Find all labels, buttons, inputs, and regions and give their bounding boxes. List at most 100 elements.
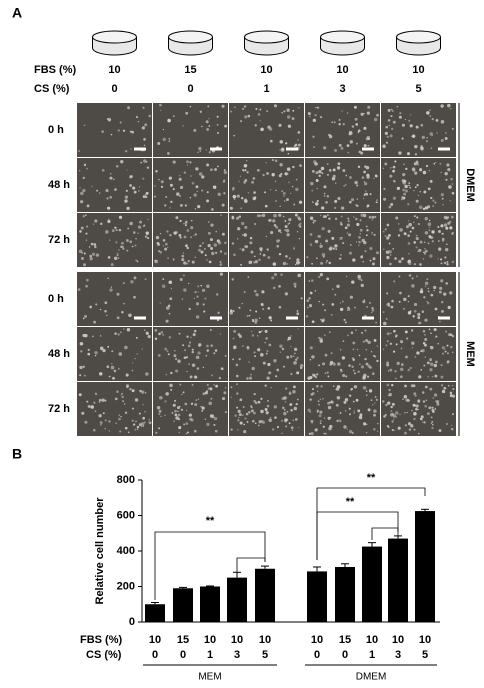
cell [208,118,210,120]
cell [186,229,190,232]
cell [409,186,412,189]
cell [374,174,378,178]
cell [312,135,315,138]
fbs-value: 15 [184,64,196,76]
cell [322,398,324,400]
cell [447,384,450,387]
cell [119,430,122,433]
cell [86,167,88,170]
cell [253,191,256,194]
cell [196,295,199,298]
cell [254,223,257,226]
cell [131,389,135,393]
cell [128,313,132,318]
cell [88,246,91,248]
cell [206,259,208,261]
cell [180,203,183,207]
cell [342,373,346,378]
cell [221,104,225,108]
cell [216,115,219,118]
cell [402,181,406,185]
cell [260,353,264,357]
cell [359,413,363,417]
cell [413,263,417,266]
cell [268,316,272,320]
cell [422,421,424,423]
cell [361,176,365,179]
cell [322,303,325,306]
cell [376,345,379,347]
cs-value: 5 [422,649,428,661]
cell [370,399,373,402]
cell [159,103,162,107]
cell [434,360,438,364]
cell [424,216,428,221]
cell [401,137,404,140]
cell [232,337,235,340]
cell [219,272,223,276]
cell [437,258,439,260]
cell [373,233,376,236]
cell [354,180,358,185]
cell [209,329,212,332]
cell [168,280,173,285]
cell [394,429,396,432]
cell [294,352,296,355]
cell [328,169,332,172]
cell [427,222,432,226]
cell [190,175,192,177]
cell [356,348,359,351]
cell [308,280,311,282]
cell [223,391,227,395]
cell [287,223,290,225]
cell [291,429,294,431]
cell [204,248,206,250]
cell [342,169,346,172]
cell [326,371,329,374]
cell [224,252,227,255]
cell [371,219,373,221]
cell [422,170,427,175]
cell [365,431,368,434]
cell [371,233,373,235]
cell [143,144,146,147]
cell [160,185,164,188]
cell [407,422,412,426]
cell [392,120,396,124]
cell [389,368,393,372]
cell [144,123,148,127]
cell [445,388,447,390]
cell [408,428,412,431]
cell [395,216,399,220]
cell [376,199,378,201]
cell [186,246,189,250]
cell [309,291,313,295]
cell [178,194,182,198]
cell [336,419,339,423]
cell [217,192,221,196]
cell [215,251,218,254]
cell [432,199,435,202]
cell [445,178,448,181]
cell [297,143,301,147]
cell [424,281,429,285]
cell [399,375,403,379]
cell [133,231,136,234]
cell [289,403,293,407]
cell [312,118,316,123]
cell [178,233,182,237]
cell [279,163,283,167]
cell [260,127,264,132]
cell [352,341,356,345]
cs-value: 3 [339,83,345,95]
cell [84,214,87,217]
cell [193,297,195,300]
cell [230,396,232,398]
cell [364,250,367,253]
cell [438,290,442,294]
cell [232,310,235,312]
cell [106,365,110,369]
cell [341,356,346,360]
cell [113,256,118,260]
cell [94,354,97,357]
